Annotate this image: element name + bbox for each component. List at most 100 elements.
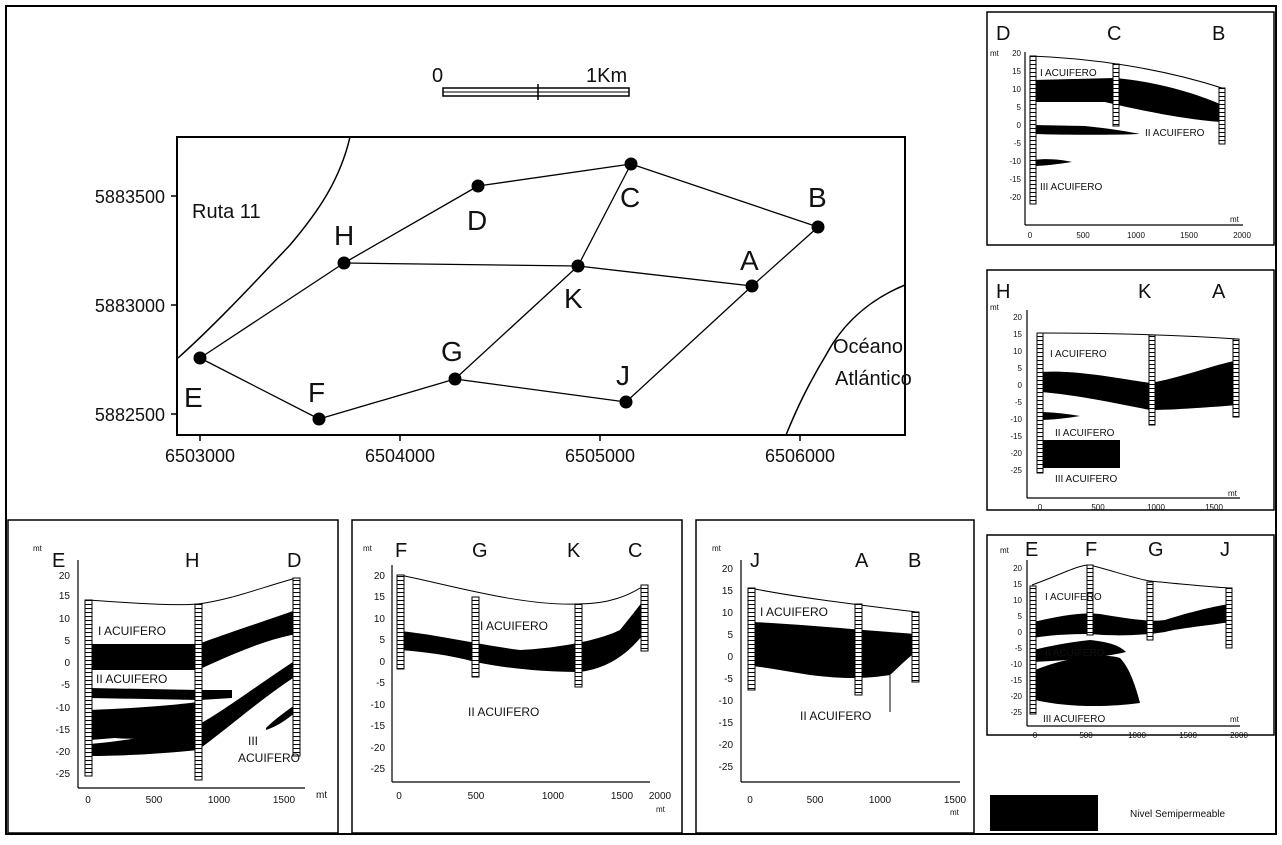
jab-unit-y: mt xyxy=(712,544,722,553)
efgj-xtick: 1500 xyxy=(1179,731,1197,740)
label-a: A xyxy=(740,245,759,276)
hka-ytick: -25 xyxy=(1010,466,1022,475)
section-jab: J A B mt 20 15 10 5 0 -5 -10 -15 -20 -25… xyxy=(695,519,975,834)
road-label: Ruta 11 xyxy=(192,201,261,223)
ehd-ytick: -15 xyxy=(56,725,71,736)
dcb-ytick: 10 xyxy=(1012,85,1021,94)
label-h: H xyxy=(334,220,354,251)
fgkc-xtick: 1000 xyxy=(542,791,565,802)
fgkc-ytick: 10 xyxy=(374,614,386,625)
map-ticks xyxy=(171,195,801,441)
hka-unit-y: mt xyxy=(990,303,1000,312)
efgj-layer xyxy=(1033,640,1126,662)
hka-ytick: 20 xyxy=(1013,313,1022,322)
fgkc-well-column xyxy=(471,596,480,678)
dcb-ytick: 0 xyxy=(1017,121,1022,130)
ehd-unit-y: mt xyxy=(33,544,43,553)
fgkc-unit-y: mt xyxy=(363,544,373,553)
dcb-layer xyxy=(1033,78,1222,122)
legend-label: Nivel Semipermeable xyxy=(1130,809,1225,820)
scale-1km: 1Km xyxy=(586,65,627,87)
fgkc-ytick: 0 xyxy=(379,657,385,668)
fgkc-xtick: 0 xyxy=(396,791,402,802)
hka-well-k: K xyxy=(1138,281,1152,303)
ehd-well-d: D xyxy=(287,550,301,572)
efgj-ytick: 20 xyxy=(1013,564,1022,573)
jab-unit-x: mt xyxy=(950,808,960,817)
ehd-ytick: 5 xyxy=(64,636,70,647)
ehd-layer xyxy=(90,702,198,740)
scale-zero: 0 xyxy=(432,65,443,87)
hka-xtick: 500 xyxy=(1091,503,1105,512)
dcb-unit-y: mt xyxy=(990,49,1000,58)
ehd-layer xyxy=(90,660,296,756)
point-e xyxy=(193,351,207,365)
ehd-aquifer-label: II ACUIFERO xyxy=(96,672,167,686)
jab-ytick: -10 xyxy=(719,696,734,707)
efgj-ytick: -20 xyxy=(1010,692,1022,701)
ehd-ytick: -10 xyxy=(56,703,71,714)
dcb-layer xyxy=(1033,159,1072,166)
point-b xyxy=(811,220,825,234)
hka-well-a: A xyxy=(1212,281,1226,303)
fgkc-xtick: 500 xyxy=(468,791,485,802)
hka-aquifer-label: II ACUIFERO xyxy=(1055,428,1115,439)
efgj-layer xyxy=(1035,655,1140,707)
hka-xtick: 1000 xyxy=(1147,503,1165,512)
hka-well-h: H xyxy=(996,281,1010,303)
dcb-ytick: -5 xyxy=(1014,139,1022,148)
hka-xtick: 0 xyxy=(1038,503,1043,512)
point-g xyxy=(448,372,462,386)
ehd-ytick: 15 xyxy=(59,591,71,602)
fgkc-well-f: F xyxy=(395,540,407,562)
ehd-layer xyxy=(90,610,296,670)
jab-ytick: -15 xyxy=(719,718,734,729)
ehd-ytick: -25 xyxy=(56,769,71,780)
outer-frame xyxy=(5,5,1277,835)
hka-well-column xyxy=(1232,338,1240,418)
ehd-ytick: -5 xyxy=(61,680,70,691)
jab-ytick: 0 xyxy=(727,652,733,663)
ehd-aquifer-label: I ACUIFERO xyxy=(98,624,166,638)
fgkc-ytick: 20 xyxy=(374,571,386,582)
dcb-ytick: 20 xyxy=(1012,49,1021,58)
hka-well-column xyxy=(1036,332,1044,474)
efgj-well-j: J xyxy=(1220,539,1230,561)
hka-ytick: -10 xyxy=(1010,415,1022,424)
ehd-ytick: -20 xyxy=(56,747,71,758)
dcb-well-column xyxy=(1112,63,1120,127)
dcb-ytick: 5 xyxy=(1017,103,1022,112)
efgj-well-column xyxy=(1086,564,1094,636)
ehd-well-column xyxy=(84,599,93,777)
map-x-tick-2: 6504000 xyxy=(365,446,435,466)
label-k: K xyxy=(564,283,583,314)
map-x-tick-4: 6506000 xyxy=(765,446,835,466)
location-map: Ruta 11 Océano Atlántico xyxy=(95,136,912,466)
efgj-ytick: -15 xyxy=(1010,676,1022,685)
dcb-xtick: 500 xyxy=(1076,231,1090,240)
section-ehd: E H D mt 20 15 10 5 0 -5 -10 -15 -20 -25… xyxy=(7,519,339,834)
hka-aquifer-label: I ACUIFERO xyxy=(1050,349,1107,360)
dcb-aquifer-label: III ACUIFERO xyxy=(1040,182,1102,193)
efgj-ytick: -25 xyxy=(1010,708,1022,717)
jab-xtick: 500 xyxy=(807,795,824,806)
ehd-xtick: 1500 xyxy=(273,795,296,806)
jab-ytick: 5 xyxy=(727,630,733,641)
dcb-well-column xyxy=(1029,55,1037,205)
hka-ytick: 15 xyxy=(1013,330,1022,339)
coastline xyxy=(785,284,906,436)
section-fgkc: F G K C mt 20 15 10 5 0 -5 -10 -15 -20 -… xyxy=(351,519,683,834)
ehd-xtick: 0 xyxy=(85,795,91,806)
jab-ytick: 15 xyxy=(722,586,734,597)
hka-layer xyxy=(1040,412,1080,420)
hka-ytick: -20 xyxy=(1010,449,1022,458)
dcb-aquifer-label: II ACUIFERO xyxy=(1145,128,1205,139)
ehd-aquifer-label: III xyxy=(248,734,258,748)
dcb-xtick: 2000 xyxy=(1233,231,1251,240)
section-lines xyxy=(199,163,819,420)
dcb-well-column xyxy=(1218,87,1226,145)
efgj-ytick: -5 xyxy=(1015,644,1023,653)
fgkc-well-column xyxy=(574,603,583,688)
dcb-layer xyxy=(1033,125,1140,135)
label-e: E xyxy=(184,382,203,413)
